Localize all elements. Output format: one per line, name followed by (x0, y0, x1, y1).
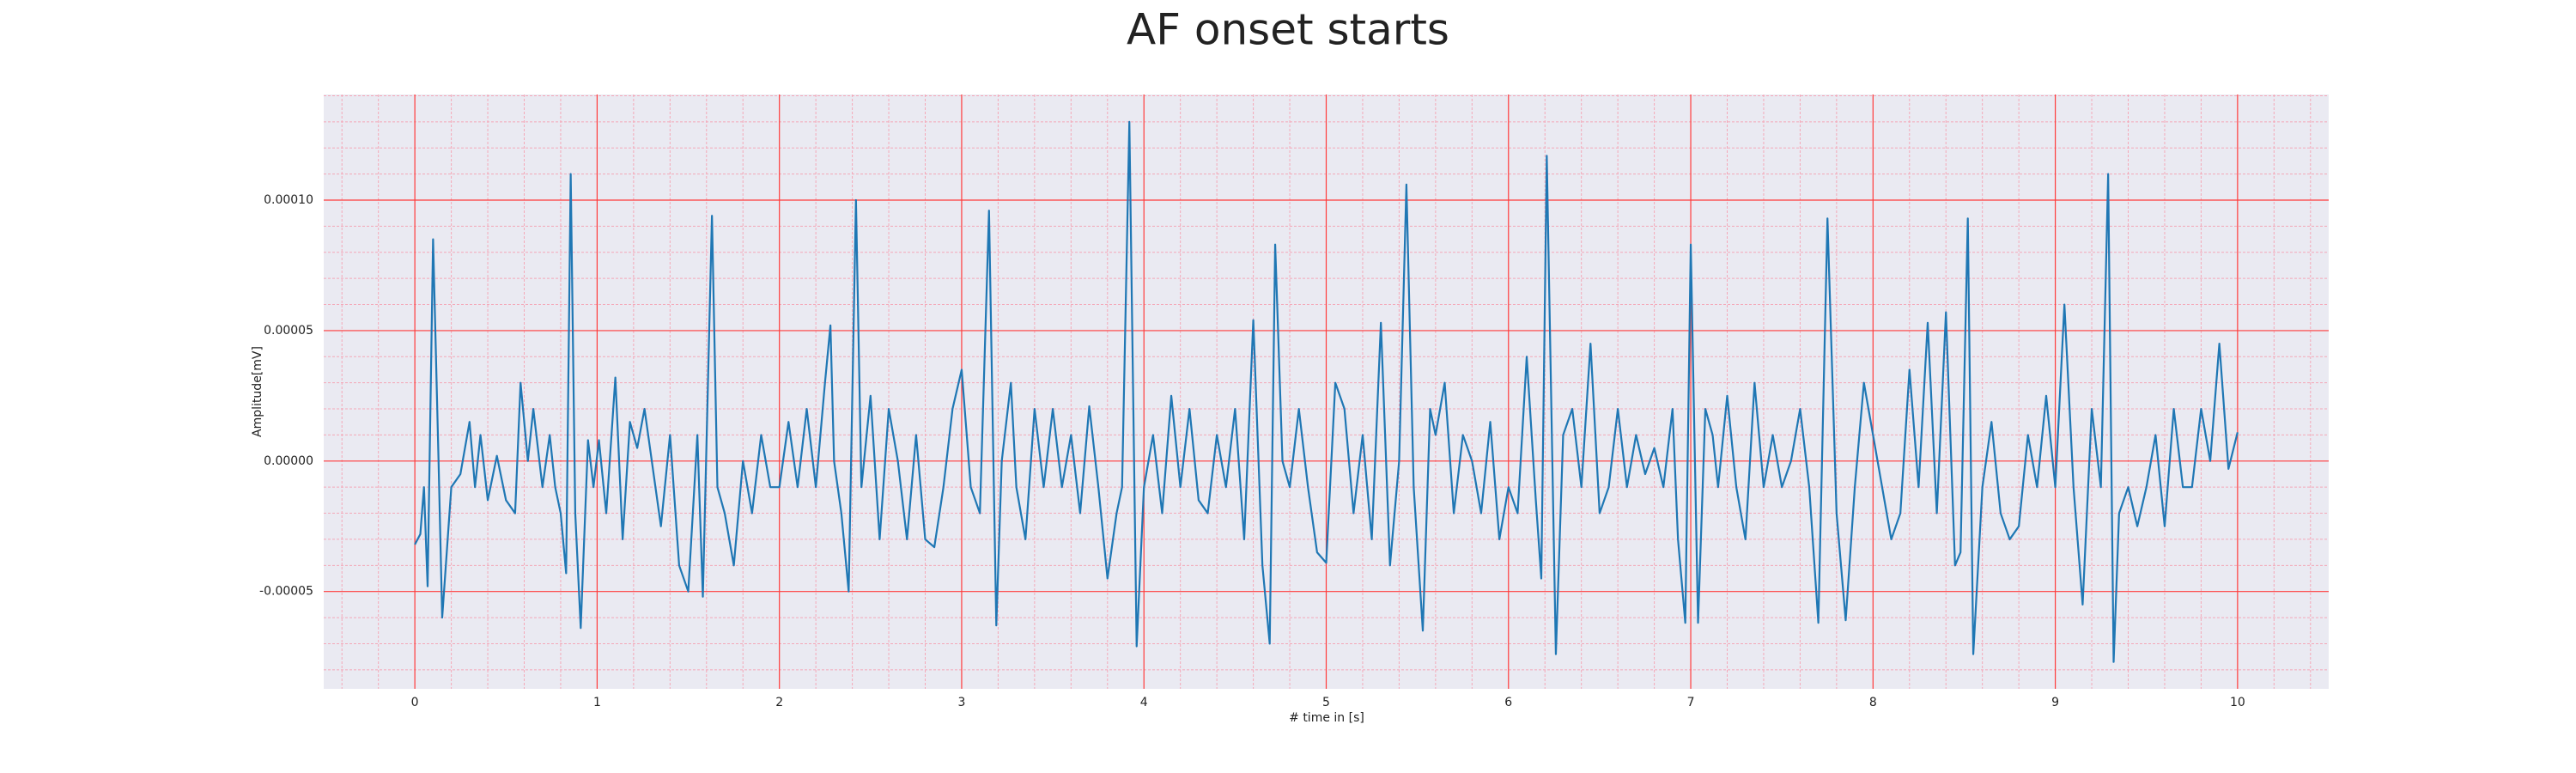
signal-line (414, 120, 2239, 663)
x-tick-label: 5 (1322, 696, 1330, 709)
x-tick-label: 4 (1140, 696, 1148, 709)
x-tick-label: 0 (411, 696, 419, 709)
x-tick-label: 1 (593, 696, 601, 709)
x-tick-label: 8 (1869, 696, 1877, 709)
y-tick-label: 0.00000 (264, 454, 313, 468)
x-axis-label: # time in [s] (1289, 711, 1364, 725)
x-tick-label: 6 (1504, 696, 1512, 709)
y-tick-label: 0.00005 (264, 324, 313, 338)
x-tick-label: 10 (2230, 696, 2245, 709)
y-tick-label: 0.00010 (264, 193, 313, 207)
y-axis-label: Amplitude[mV] (251, 346, 264, 437)
x-tick-label: 9 (2051, 696, 2059, 709)
x-tick-label: 7 (1687, 696, 1695, 709)
y-tick-label: -0.00005 (259, 585, 313, 599)
x-tick-label: 3 (957, 696, 965, 709)
chart-title: AF onset starts (1127, 5, 1449, 55)
x-tick-label: 2 (775, 696, 783, 709)
